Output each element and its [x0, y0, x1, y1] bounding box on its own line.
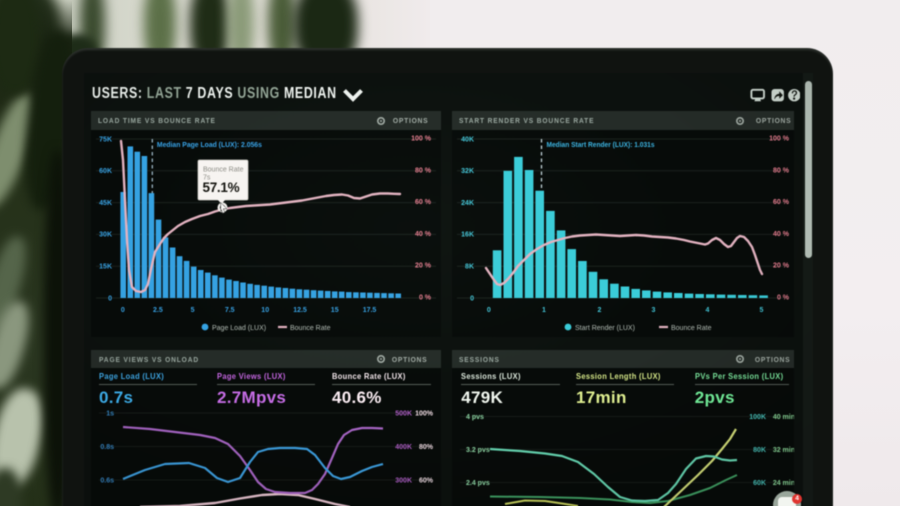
svg-text:32K: 32K — [461, 168, 474, 175]
svg-text:1s: 1s — [106, 410, 114, 417]
svg-text:7.5: 7.5 — [225, 307, 235, 314]
svg-text:0.8s: 0.8s — [100, 444, 114, 451]
svg-text:Bounce Rate: Bounce Rate — [290, 325, 331, 332]
svg-text:0: 0 — [470, 295, 474, 302]
svg-text:Start Render (LUX): Start Render (LUX) — [575, 325, 635, 332]
svg-text:5: 5 — [191, 307, 195, 314]
svg-text:0 %: 0 % — [419, 295, 432, 302]
svg-text:80 %: 80 % — [415, 167, 432, 174]
svg-text:Median Page Load (LUX): 2.056s: Median Page Load (LUX): 2.056s — [157, 140, 262, 149]
svg-text:24 min: 24 min — [773, 480, 794, 487]
svg-text:100 %: 100 % — [411, 136, 432, 143]
svg-text:60K: 60K — [753, 480, 766, 487]
svg-text:2: 2 — [597, 307, 601, 314]
svg-text:100%: 100% — [415, 410, 434, 417]
svg-text:3.2 pvs: 3.2 pvs — [466, 447, 490, 454]
svg-text:Bounce Rate: Bounce Rate — [203, 167, 244, 174]
svg-text:32 min: 32 min — [773, 447, 794, 454]
svg-text:0 %: 0 % — [777, 295, 790, 302]
svg-text:16K: 16K — [461, 232, 474, 239]
svg-text:60%: 60% — [419, 477, 434, 484]
svg-text:4 pvs: 4 pvs — [466, 414, 484, 421]
svg-text:20 %: 20 % — [773, 263, 790, 270]
svg-text:0.6s: 0.6s — [100, 477, 114, 484]
svg-text:80 %: 80 % — [773, 167, 790, 174]
svg-text:40 %: 40 % — [773, 231, 790, 238]
svg-text:57.1%: 57.1% — [203, 180, 240, 195]
svg-text:Median Start Render (LUX): 1.0: Median Start Render (LUX): 1.031s — [547, 140, 655, 149]
svg-text:80%: 80% — [419, 444, 434, 451]
svg-text:5: 5 — [759, 307, 763, 314]
svg-text:Page Load (LUX): Page Load (LUX) — [212, 325, 266, 332]
svg-text:500K: 500K — [395, 410, 412, 417]
svg-text:2.5: 2.5 — [153, 307, 163, 314]
svg-text:10: 10 — [261, 307, 269, 314]
svg-text:15: 15 — [331, 307, 339, 314]
svg-text:0: 0 — [108, 295, 112, 302]
svg-text:Bounce Rate: Bounce Rate — [671, 325, 712, 332]
svg-text:60 %: 60 % — [415, 199, 432, 206]
svg-text:8K: 8K — [465, 264, 474, 271]
svg-text:15K: 15K — [99, 264, 112, 271]
svg-text:60 %: 60 % — [773, 199, 790, 206]
svg-text:45K: 45K — [99, 200, 112, 207]
svg-text:75K: 75K — [99, 136, 112, 143]
svg-text:100 %: 100 % — [769, 136, 790, 143]
svg-text:17.5: 17.5 — [363, 307, 377, 314]
svg-text:1: 1 — [542, 307, 546, 314]
svg-text:80K: 80K — [753, 447, 766, 454]
svg-text:30K: 30K — [99, 232, 112, 239]
svg-text:300K: 300K — [395, 477, 412, 484]
svg-text:0: 0 — [487, 307, 491, 314]
svg-text:24K: 24K — [461, 200, 474, 207]
svg-text:400K: 400K — [395, 444, 412, 451]
svg-text:7s: 7s — [203, 175, 211, 182]
svg-text:40K: 40K — [461, 136, 474, 143]
svg-text:0: 0 — [121, 307, 125, 314]
svg-text:12.5: 12.5 — [293, 307, 307, 314]
svg-text:20 %: 20 % — [415, 263, 432, 270]
svg-text:40 %: 40 % — [415, 231, 432, 238]
svg-text:40 min: 40 min — [773, 414, 794, 421]
svg-text:100K: 100K — [749, 414, 766, 421]
svg-text:60K: 60K — [99, 168, 112, 175]
svg-text:4: 4 — [705, 307, 709, 314]
svg-text:3: 3 — [651, 307, 655, 314]
svg-text:2.4 pvs: 2.4 pvs — [466, 480, 490, 487]
